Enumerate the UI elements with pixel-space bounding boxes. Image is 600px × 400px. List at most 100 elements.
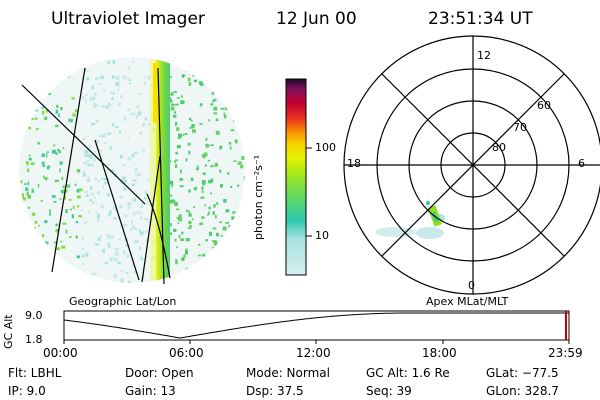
speckle — [132, 163, 135, 166]
speckle — [55, 259, 58, 263]
speckle — [185, 267, 190, 272]
speckle — [99, 135, 103, 137]
speckle — [202, 172, 206, 175]
speckle — [123, 180, 127, 184]
speckle — [148, 76, 151, 80]
speckle — [177, 136, 181, 139]
speckle — [89, 145, 91, 148]
mlt-label-6: 6 — [578, 157, 585, 170]
speckle — [198, 243, 201, 246]
time-tick-18: 18:00 — [422, 346, 457, 360]
speckle — [37, 184, 40, 188]
speckle — [84, 190, 88, 194]
mode-info: Mode: Normal — [246, 366, 330, 380]
speckle — [44, 177, 48, 181]
speckle — [92, 158, 96, 162]
speckle — [27, 181, 30, 186]
speckle — [139, 93, 143, 95]
speckle — [31, 212, 36, 216]
speckle — [107, 60, 110, 65]
speckle — [193, 206, 195, 208]
speckle — [194, 58, 196, 61]
speckle — [212, 280, 217, 283]
speckle — [87, 164, 91, 167]
speckle — [139, 211, 143, 215]
speckle — [50, 84, 52, 87]
speckle — [123, 214, 126, 217]
speckle — [86, 77, 90, 81]
speckle — [61, 176, 64, 181]
altitude-tick-9: 9.0 — [25, 309, 43, 322]
speckle — [84, 149, 89, 154]
speckle — [115, 252, 119, 256]
speckle — [41, 66, 45, 70]
speckle — [34, 263, 39, 265]
speckle — [82, 137, 85, 140]
speckle — [74, 183, 77, 186]
speckle — [179, 178, 184, 181]
speckle — [61, 245, 66, 249]
speckle — [175, 164, 178, 168]
speckle — [218, 68, 222, 70]
speckle — [136, 211, 140, 214]
dsp-info: Dsp: 37.5 — [246, 384, 304, 398]
speckle — [101, 135, 106, 138]
speckle — [233, 69, 235, 72]
altitude-axis-label: GC Alt — [2, 314, 15, 349]
door-info: Door: Open — [125, 366, 194, 380]
speckle — [133, 212, 136, 216]
speckle — [236, 277, 240, 281]
speckle — [67, 74, 70, 78]
speckle — [131, 220, 133, 224]
speckle — [211, 92, 215, 95]
speckle — [231, 275, 236, 277]
speckle — [110, 256, 114, 260]
speckle — [220, 235, 223, 237]
speckle — [52, 73, 56, 77]
speckle — [204, 263, 208, 267]
speckle — [91, 200, 95, 204]
polar-plot — [343, 35, 600, 295]
speckle — [191, 218, 194, 221]
speckle — [237, 184, 240, 187]
speckle — [207, 159, 211, 162]
speckle — [137, 111, 142, 116]
speckle — [133, 227, 137, 230]
speckle — [88, 210, 90, 214]
speckle — [143, 81, 146, 85]
speckle — [106, 163, 109, 166]
speckle — [22, 280, 26, 283]
speckle — [193, 187, 198, 190]
speckle — [185, 238, 190, 242]
speckle — [213, 80, 217, 84]
speckle — [134, 240, 139, 243]
speckle — [229, 146, 232, 150]
filter-info: Flt: LBHL — [8, 366, 62, 380]
speckle — [213, 112, 218, 115]
speckle — [168, 76, 172, 78]
speckle — [49, 212, 51, 216]
speckle — [55, 124, 59, 128]
speckle — [173, 91, 177, 93]
speckle — [179, 185, 184, 188]
speckle — [58, 75, 62, 79]
speckle — [113, 273, 118, 278]
speckle — [109, 146, 112, 151]
speckle — [192, 65, 195, 68]
speckle — [187, 142, 191, 146]
speckle — [138, 229, 141, 234]
speckle — [144, 191, 147, 195]
speckle — [55, 152, 58, 155]
speckle — [45, 153, 48, 158]
speckle — [27, 96, 31, 99]
speckle — [25, 256, 28, 259]
speckle — [237, 78, 240, 82]
speckle — [62, 185, 65, 188]
speckle — [168, 99, 173, 103]
speckle — [189, 225, 192, 228]
speckle — [189, 117, 192, 121]
time-tick-12: 12:00 — [296, 346, 331, 360]
speckle — [65, 229, 68, 234]
speckle — [97, 180, 100, 183]
speckle — [147, 122, 151, 126]
